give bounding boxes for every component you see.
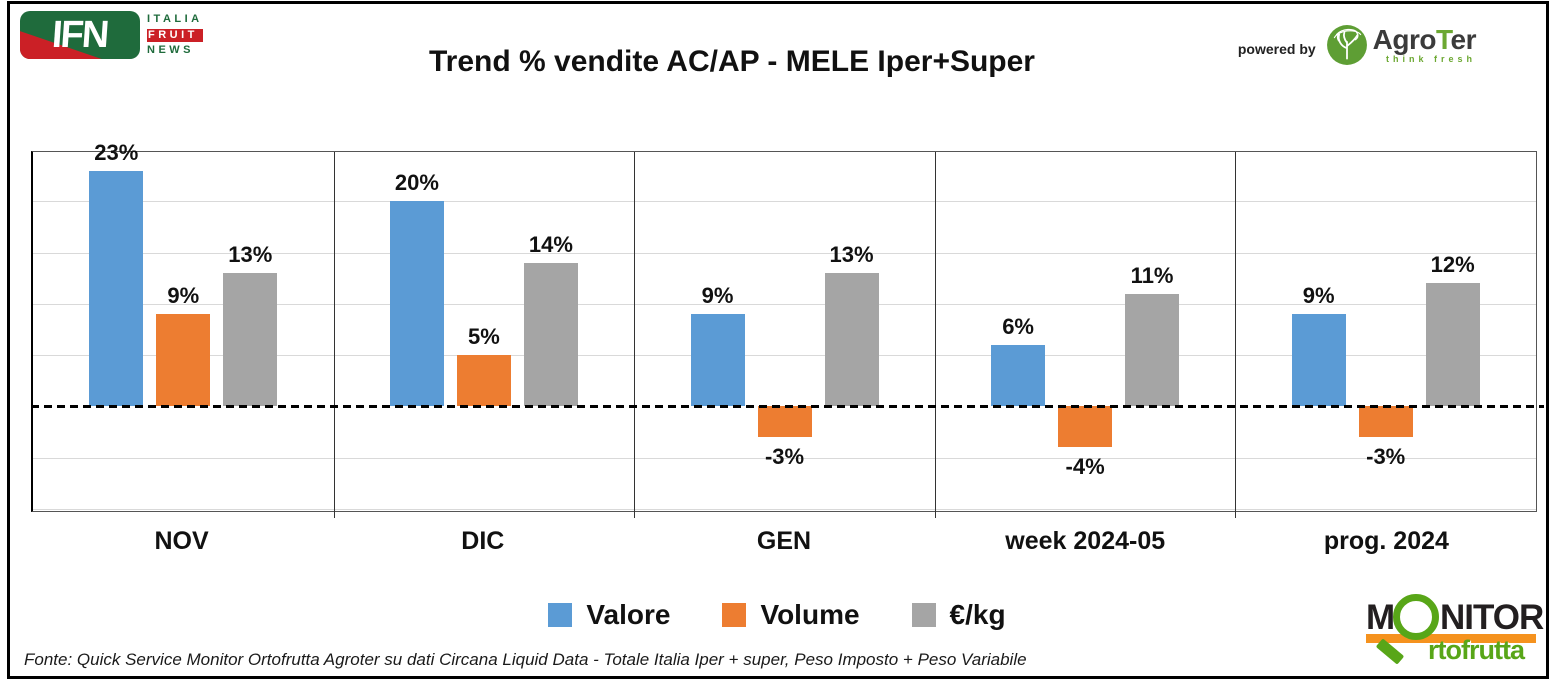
legend-label-kg: €/kg	[949, 599, 1006, 630]
gridline--10	[33, 508, 1536, 510]
legend-label-valore: Valore	[586, 599, 671, 630]
magnifier-icon	[1393, 594, 1439, 640]
bar-kg-gen	[824, 273, 879, 407]
bar-value-label-valore-dic: 20%	[394, 170, 439, 196]
bar-value-label-kg-nov: 13%	[228, 242, 273, 267]
bar-valore-gen	[690, 314, 745, 407]
group-separator	[634, 152, 636, 518]
bar-valore-nov	[89, 170, 144, 407]
chart-title: Trend % vendite AC/AP - MELE Iper+Super	[429, 45, 1035, 78]
bar-value-label-valore-prog-2024: 9%	[1302, 283, 1335, 309]
monitor-text-nitor: NITOR	[1440, 598, 1544, 637]
bar-volume-prog-2024	[1358, 406, 1413, 438]
ifn-wordmark: ITALIA FRUIT NEWS	[147, 11, 203, 59]
bar-value-label-volume-prog-2024: -3%	[1366, 444, 1406, 470]
monitor-text-m: M	[1366, 598, 1396, 637]
agroter-t: T	[1436, 23, 1451, 55]
category-label-gen: GEN	[756, 527, 812, 555]
bar-value-label-valore-gen: 9%	[701, 283, 734, 309]
tree-icon	[1326, 25, 1367, 65]
ifn-line-italia: ITALIA	[147, 13, 203, 25]
bar-volume-week-2024-05	[1058, 406, 1113, 448]
ifn-logo: IFN ITALIA FRUIT NEWS	[20, 11, 203, 59]
source-note: Fonte: Quick Service Monitor Ortofrutta …	[24, 650, 1027, 669]
legend-item-valore: Valore	[548, 599, 670, 631]
powered-by-block: powered by AgroTer think fresh	[1237, 23, 1477, 66]
ifn-line-news: NEWS	[147, 44, 194, 56]
ifn-line-fruit: FRUIT	[147, 28, 203, 42]
gridline-5	[33, 355, 1536, 357]
plot-area: 23% 9% 13% 20% 5% 14% 9% -3% 13% 6% -4% 11% 9% -3% 12%	[31, 140, 1544, 518]
category-label-prog-2024: prog. 2024	[1323, 527, 1449, 555]
group-separator	[934, 152, 936, 518]
gridline-20	[33, 201, 1536, 203]
legend-item-volume: Volume	[722, 599, 860, 631]
bar-volume-nov	[156, 314, 211, 407]
bar-value-label-kg-prog-2024: 12%	[1430, 252, 1475, 278]
bar-volume-dic	[456, 355, 511, 407]
bar-value-label-volume-nov: 9%	[167, 283, 200, 309]
bar-valore-prog-2024	[1291, 314, 1346, 407]
legend-swatch-kg	[911, 603, 936, 627]
bar-value-label-valore-nov: 23%	[94, 139, 139, 165]
group-separator	[333, 152, 335, 518]
zero-axis-line	[31, 404, 1544, 408]
bar-valore-week-2024-05	[991, 344, 1046, 407]
monitor-orange-bar	[1366, 634, 1536, 643]
bar-kg-week-2024-05	[1125, 293, 1180, 407]
legend-label-volume: Volume	[760, 599, 860, 630]
bar-value-label-kg-week-2024-05: 11%	[1130, 262, 1174, 288]
powered-by-label: powered by	[1237, 41, 1316, 57]
legend-item-kg: €/kg	[911, 599, 1006, 631]
ifn-badge: IFN	[20, 11, 140, 59]
legend-swatch-volume	[722, 603, 747, 627]
bar-value-label-volume-dic: 5%	[467, 324, 500, 350]
group-separator	[1235, 152, 1237, 518]
bar-kg-dic	[523, 262, 578, 407]
monitor-ortofrutta-logo: M NITOR rtofrutta	[1366, 594, 1544, 670]
monitor-text-rtofrutta: rtofrutta	[1428, 635, 1525, 665]
agroter-logo: AgroTer think fresh	[1326, 23, 1477, 66]
bar-kg-nov	[223, 273, 278, 407]
bar-volume-gen	[757, 406, 812, 438]
legend: Valore Volume €/kg	[0, 599, 1554, 631]
category-label-dic: DIC	[461, 527, 505, 555]
gridline--5	[33, 457, 1536, 459]
category-label-week-2024-05: week 2024-05	[1005, 527, 1166, 555]
category-label-nov: NOV	[154, 527, 209, 555]
bar-value-label-kg-gen: 13%	[829, 242, 874, 267]
agroter-tagline: think fresh	[1385, 53, 1476, 64]
bar-value-label-kg-dic: 14%	[528, 231, 573, 257]
bar-valore-dic	[389, 201, 444, 407]
legend-swatch-valore	[548, 603, 573, 627]
bar-value-label-volume-week-2024-05: -4%	[1065, 454, 1105, 480]
agroter-wordmark: AgroTer	[1372, 23, 1477, 55]
bar-value-label-valore-week-2024-05: 6%	[1002, 313, 1034, 339]
gridline-10	[33, 303, 1536, 305]
ifn-abbr: IFN	[50, 13, 110, 56]
bar-kg-prog-2024	[1425, 283, 1480, 407]
bar-value-label-volume-gen: -3%	[764, 444, 805, 470]
category-axis: NOV DIC GEN week 2024-05 prog. 2024	[31, 527, 1537, 556]
gridline-15	[33, 252, 1536, 254]
